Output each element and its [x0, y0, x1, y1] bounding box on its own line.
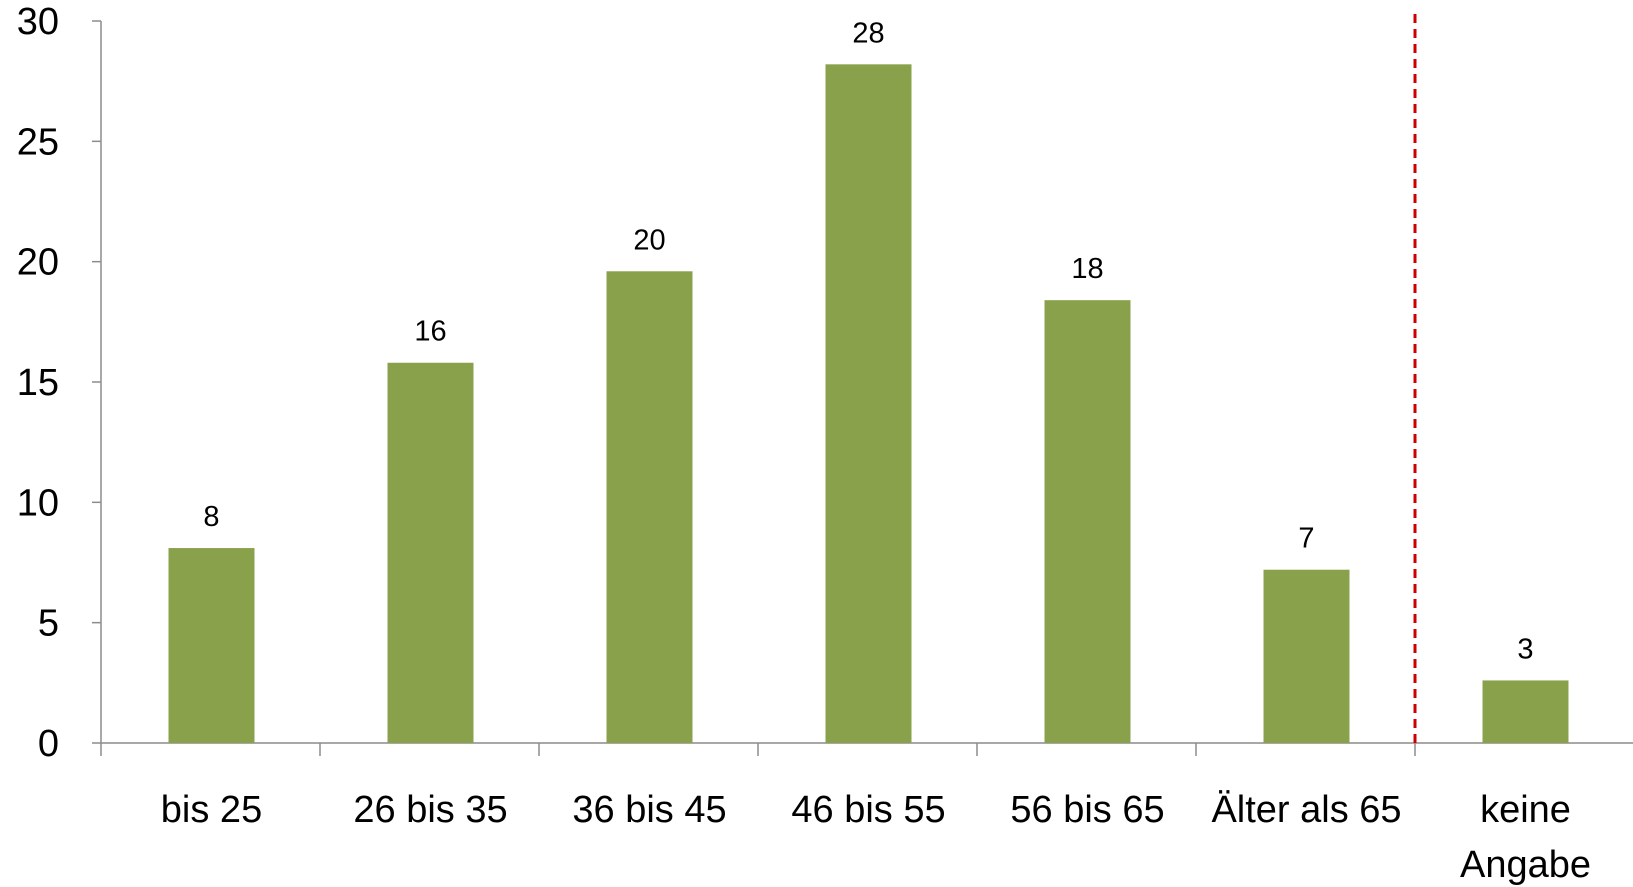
data-label: 18 — [1071, 253, 1103, 285]
y-tick-label: 0 — [38, 723, 59, 765]
axes — [92, 14, 1633, 756]
bar-7 — [1482, 680, 1569, 743]
y-tick-label: 30 — [17, 1, 59, 43]
data-label: 7 — [1298, 523, 1314, 555]
category-label: 46 bis 55 — [791, 789, 945, 831]
category-label: 36 bis 45 — [572, 789, 726, 831]
y-axis-tick-labels: 0 5 10 15 20 25 30 — [17, 1, 59, 765]
data-label: 28 — [852, 17, 884, 49]
bar-6 — [1263, 569, 1350, 743]
y-tick-label: 20 — [17, 242, 59, 284]
data-labels: 8 16 20 28 18 7 3 — [203, 17, 1533, 665]
bars — [168, 64, 1569, 743]
y-tick-label: 10 — [17, 482, 59, 524]
x-axis-category-labels: bis 25 26 bis 35 36 bis 45 46 bis 55 56 bis … — [161, 789, 1591, 886]
y-tick-label: 5 — [38, 603, 59, 645]
category-label: keine — [1480, 789, 1571, 831]
data-label: 3 — [1517, 633, 1533, 665]
y-tick-label: 25 — [17, 121, 59, 163]
bar-1 — [168, 548, 255, 743]
category-label: Älter als 65 — [1211, 789, 1401, 831]
data-label: 8 — [203, 501, 219, 533]
bar-2 — [387, 362, 474, 743]
category-label: 56 bis 65 — [1010, 789, 1164, 831]
bar-5 — [1044, 300, 1131, 743]
category-label: 26 bis 35 — [353, 789, 507, 831]
y-tick-label: 15 — [17, 362, 59, 404]
category-label: bis 25 — [161, 789, 262, 831]
category-label: Angabe — [1460, 844, 1591, 886]
bar-4 — [825, 64, 912, 743]
bar-3 — [606, 271, 693, 743]
data-label: 20 — [633, 224, 665, 256]
data-label: 16 — [414, 316, 446, 348]
